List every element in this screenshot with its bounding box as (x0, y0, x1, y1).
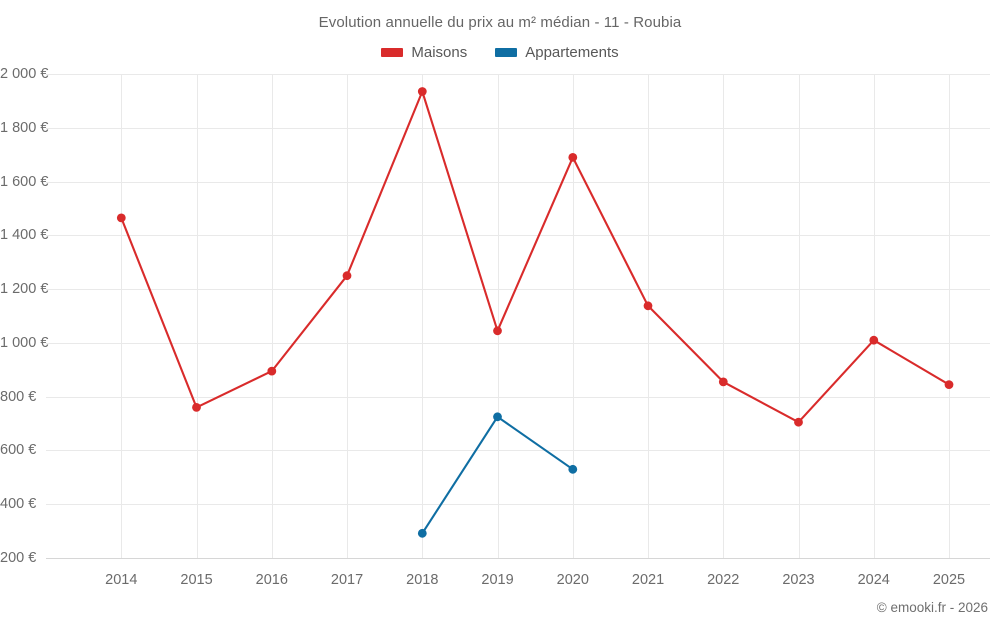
y-axis-tick-label: 1 600 € (0, 173, 49, 190)
chart-legend: Maisons Appartements (0, 44, 1000, 61)
data-point-maisons[interactable] (944, 380, 954, 389)
series-line-maisons (120, 90, 951, 424)
x-axis-tick-label: 2014 (105, 572, 138, 588)
y-axis-tick-label: 1 200 € (0, 281, 49, 298)
data-point-maisons[interactable] (718, 377, 728, 387)
legend-item-maisons[interactable]: Maisons (381, 44, 467, 61)
x-axis-tick-label: 2016 (255, 572, 288, 588)
y-axis-tick-label: 1 800 € (0, 119, 49, 136)
data-point-maisons[interactable] (116, 213, 126, 223)
x-axis-tick-label: 2018 (406, 572, 439, 588)
chart-title: Evolution annuelle du prix au m² médian … (318, 14, 682, 31)
x-axis-tick-label: 2023 (782, 572, 815, 588)
x-axis-tick-label: 2017 (330, 572, 364, 588)
y-axis-tick-label: 2 000 € (0, 66, 49, 82)
legend-label-maisons: Maisons (411, 44, 468, 61)
x-axis-tick-label: 2020 (556, 572, 589, 588)
y-axis-tick-label: 600 € (0, 442, 37, 459)
x-axis-tick-label: 2022 (707, 572, 740, 588)
y-axis-tick-label: 1 000 € (0, 334, 49, 351)
data-point-maisons[interactable] (568, 153, 578, 162)
data-point-maisons[interactable] (342, 271, 352, 281)
legend-item-appartements[interactable]: Appartements (495, 44, 619, 61)
x-axis-tick-label: 2015 (180, 572, 213, 588)
data-point-maisons[interactable] (417, 87, 427, 96)
x-axis-tick-label: 2019 (481, 572, 514, 588)
y-axis-tick-label: 800 € (0, 388, 37, 405)
data-point-maisons[interactable] (643, 301, 653, 311)
data-point-maisons[interactable] (192, 403, 201, 412)
y-axis-tick-label: 200 € (0, 550, 37, 566)
data-point-maisons[interactable] (869, 335, 879, 345)
x-axis-tick-label: 2025 (932, 572, 966, 588)
x-axis-tick-label: 2021 (631, 572, 665, 588)
data-point-appartements[interactable] (493, 412, 502, 422)
x-axis-tick-label: 2024 (857, 572, 890, 588)
legend-swatch-red-icon (381, 48, 404, 57)
data-point-maisons[interactable] (794, 417, 803, 427)
data-point-appartements[interactable] (568, 464, 578, 474)
data-point-appartements[interactable] (417, 528, 427, 538)
data-point-maisons[interactable] (493, 326, 502, 336)
legend-swatch-blue-icon (495, 48, 518, 57)
y-axis-tick-label: 400 € (0, 496, 37, 513)
copyright-credit: © emooki.fr - 2026 (876, 600, 988, 615)
data-point-maisons[interactable] (267, 366, 277, 376)
legend-label-appartements: Appartements (525, 44, 619, 61)
y-axis-tick-label: 1 400 € (0, 227, 49, 244)
series-line-appartements (421, 415, 574, 535)
